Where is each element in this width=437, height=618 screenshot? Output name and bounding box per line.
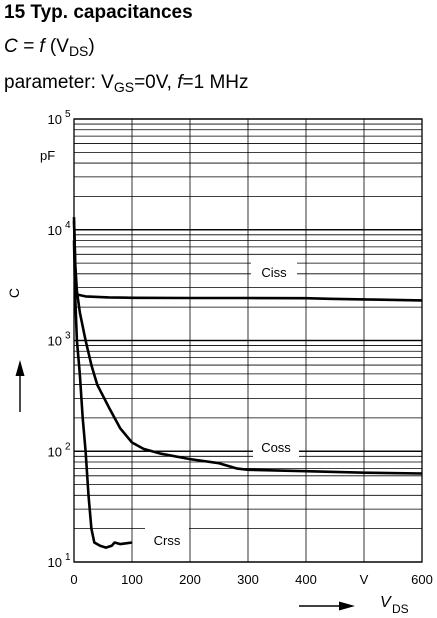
y-axis-arrow-head xyxy=(15,360,25,376)
series-label-ciss: Ciss xyxy=(261,265,287,280)
formula-func: f xyxy=(39,36,45,57)
x-tick-label: 400 xyxy=(295,572,317,587)
series-label-bg-crss xyxy=(145,527,189,553)
y-tick-label: 10 xyxy=(48,334,62,349)
param-prefix: parameter: V xyxy=(4,72,114,93)
y-tick-exponent: 1 xyxy=(65,552,71,563)
grid xyxy=(73,118,423,563)
y-unit-label: pF xyxy=(40,148,55,163)
series-line-crss xyxy=(72,240,133,549)
series-label-coss: Coss xyxy=(261,440,291,455)
x-tick-label: 200 xyxy=(179,572,201,587)
formula-lhs: C = xyxy=(4,36,40,57)
param-rest: =1 MHz xyxy=(182,72,249,93)
x-axis-arrow-head xyxy=(339,601,355,611)
series-line-coss xyxy=(72,220,423,475)
x-axis-title: V xyxy=(380,594,392,611)
x-axis-title-subscript: DS xyxy=(392,602,409,616)
series-label-crss: Crss xyxy=(154,533,181,548)
y-tick-exponent: 5 xyxy=(65,109,71,120)
formula-sub: DS xyxy=(68,43,89,59)
axis-titles: CV DS xyxy=(6,288,409,616)
y-tick-exponent: 4 xyxy=(65,220,71,231)
series-labels: Ciss Coss Crss xyxy=(145,258,299,553)
series-lines xyxy=(72,217,423,549)
x-tick-label: 600 xyxy=(411,572,433,587)
y-tick-label: 10 xyxy=(48,112,62,127)
x-tick-label: 0 xyxy=(70,572,77,587)
x-tick-label: 100 xyxy=(121,572,143,587)
y-tick-exponent: 3 xyxy=(65,331,71,342)
x-tick-label: 300 xyxy=(237,572,259,587)
series-label-bg-ciss xyxy=(251,258,297,286)
formula-close: ) xyxy=(88,36,95,57)
param-mid: =0V, xyxy=(134,72,178,93)
param-sub: GS xyxy=(113,79,135,95)
param-f: f xyxy=(177,72,183,93)
chart-title: 15 Typ. capacitances xyxy=(4,2,193,23)
y-tick-label: 10 xyxy=(48,555,62,570)
formula-line: C = f (VDS) xyxy=(4,36,95,59)
y-tick-label: 10 xyxy=(48,223,62,238)
y-tick-label: 10 xyxy=(48,444,62,459)
y-axis-title: C xyxy=(6,288,22,298)
series-label-bg-coss xyxy=(253,433,299,461)
formula-open: (V xyxy=(44,36,69,57)
y-tick-exponent: 2 xyxy=(65,441,71,452)
x-tick-label: V xyxy=(360,572,369,587)
parameter-line: parameter: VGS=0V, f=1 MHz xyxy=(4,72,249,95)
